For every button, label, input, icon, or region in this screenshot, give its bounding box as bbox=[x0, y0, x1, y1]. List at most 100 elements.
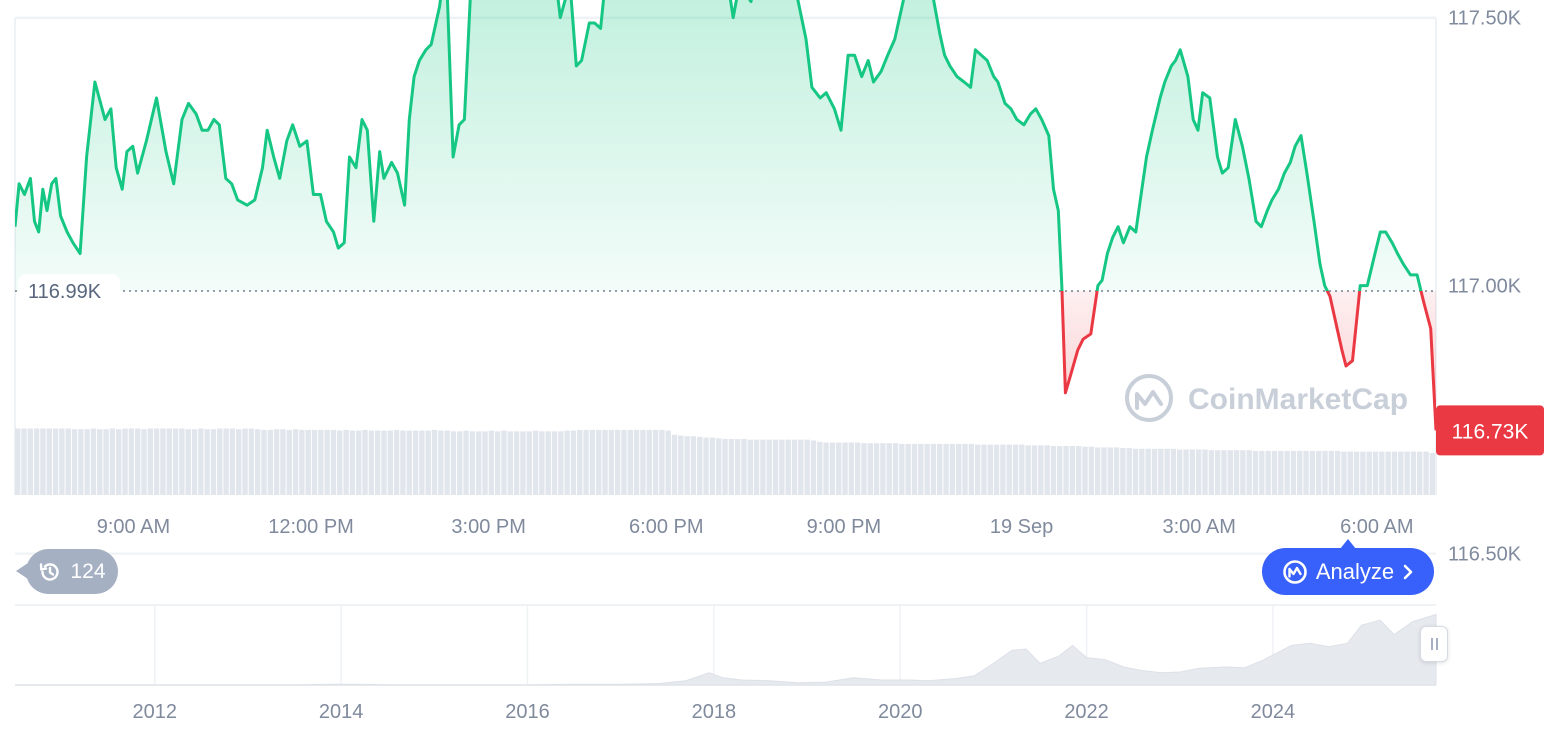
volume-bar bbox=[292, 429, 299, 495]
history-clock-icon bbox=[38, 560, 62, 584]
volume-bar bbox=[899, 443, 905, 495]
volume-bar bbox=[299, 429, 305, 495]
volume-bar bbox=[191, 429, 198, 495]
volume-bar bbox=[78, 429, 84, 495]
volume-bar bbox=[387, 430, 393, 495]
range-drag-handle[interactable] bbox=[1420, 626, 1448, 662]
volume-bar bbox=[1240, 450, 1246, 495]
volume-bar bbox=[949, 443, 956, 495]
volume-bar bbox=[791, 439, 798, 495]
volume-bar bbox=[614, 429, 621, 495]
volume-bar bbox=[1316, 450, 1322, 495]
overview-navigator[interactable]: 2012 2014 2016 2018 2020 2022 2024 bbox=[15, 604, 1437, 723]
overview-tick-label: 2020 bbox=[878, 701, 923, 723]
volume-bar bbox=[987, 444, 993, 495]
volume-bar bbox=[311, 429, 318, 495]
volume-bar bbox=[1076, 446, 1082, 495]
volume-bar bbox=[1151, 448, 1158, 495]
volume-bar bbox=[962, 443, 968, 495]
volume-bar bbox=[836, 442, 842, 495]
volume-bar bbox=[1233, 450, 1240, 495]
volume-bar bbox=[570, 430, 577, 495]
volume-bar bbox=[400, 430, 406, 495]
volume-bar bbox=[873, 443, 880, 495]
volume-bar bbox=[1265, 450, 1271, 495]
history-button[interactable]: 124 bbox=[16, 549, 118, 594]
volume-bar bbox=[1290, 450, 1297, 495]
volume-bar bbox=[734, 439, 741, 495]
volume-bar bbox=[1303, 450, 1309, 495]
volume-bar bbox=[254, 429, 261, 495]
volume-bar bbox=[349, 430, 356, 495]
x-tick-label: 6:00 AM bbox=[1340, 516, 1413, 538]
volume-bar bbox=[1391, 451, 1398, 495]
volume-bar bbox=[1189, 449, 1196, 495]
volume-bar bbox=[273, 429, 280, 495]
volume-bar bbox=[469, 431, 476, 495]
volume-bar bbox=[109, 428, 116, 495]
volume-bar bbox=[362, 429, 368, 495]
volume-bar bbox=[1278, 450, 1284, 495]
volume-bar bbox=[652, 429, 659, 495]
volume-bar bbox=[52, 428, 59, 495]
volume-bar bbox=[1328, 450, 1335, 495]
svg-text:CoinMarketCap: CoinMarketCap bbox=[1188, 383, 1408, 416]
current-price-badge: 116.73K bbox=[1436, 405, 1544, 456]
volume-bar bbox=[640, 429, 646, 495]
volume-bar bbox=[627, 429, 633, 495]
volume-bar bbox=[1145, 448, 1151, 495]
volume-bar bbox=[671, 434, 678, 495]
volume-bar bbox=[185, 429, 191, 495]
volume-bar bbox=[993, 444, 1000, 495]
volume-bar bbox=[46, 428, 52, 495]
volume-bar bbox=[956, 443, 962, 495]
volume-bar bbox=[539, 431, 545, 495]
volume-bar bbox=[476, 431, 482, 495]
price-line bbox=[15, 0, 1436, 431]
volume-bar bbox=[1309, 450, 1316, 495]
volume-bar bbox=[122, 428, 128, 495]
volume-bar bbox=[716, 438, 722, 495]
volume-bar bbox=[1126, 448, 1132, 495]
volume-bar bbox=[842, 442, 848, 495]
volume-bar bbox=[1069, 446, 1076, 495]
y-tick-label: 116.50K bbox=[1448, 544, 1522, 566]
volume-bar bbox=[697, 436, 703, 495]
volume-bar bbox=[242, 428, 248, 495]
volume-bar bbox=[1170, 448, 1177, 495]
analyze-button[interactable]: Analyze bbox=[1262, 539, 1434, 595]
volume-bar bbox=[1284, 450, 1290, 495]
volume-bar bbox=[558, 431, 564, 495]
volume-bar bbox=[1031, 445, 1038, 495]
volume-bar bbox=[526, 431, 532, 495]
volume-bar bbox=[343, 429, 349, 495]
volume-bar bbox=[1025, 445, 1031, 495]
volume-bar bbox=[374, 430, 381, 495]
volume-bar bbox=[1410, 451, 1417, 495]
volume-bar bbox=[918, 443, 924, 495]
volume-bar bbox=[854, 442, 861, 495]
volume-bar bbox=[198, 428, 204, 495]
x-axis: 9:00 AM 12:00 PM 3:00 PM 6:00 PM 9:00 PM 19 S… bbox=[97, 516, 1414, 538]
coinmarketcap-logo-icon bbox=[1125, 374, 1173, 422]
volume-bar bbox=[90, 428, 97, 495]
volume-bar bbox=[981, 444, 987, 495]
volume-bar bbox=[1177, 449, 1183, 495]
volume-bar bbox=[633, 429, 640, 495]
volume-bar bbox=[381, 430, 387, 495]
volume-bar bbox=[1113, 447, 1120, 495]
volume-bar bbox=[438, 430, 444, 495]
y-tick-label: 117.50K bbox=[1448, 8, 1522, 30]
volume-bar bbox=[128, 428, 135, 495]
price-area bbox=[15, 0, 1436, 431]
volume-bar bbox=[166, 428, 172, 495]
volume-bar bbox=[210, 429, 217, 495]
volume-bar bbox=[507, 431, 513, 495]
volume-bar bbox=[1398, 451, 1404, 495]
volume-bar bbox=[179, 428, 185, 495]
overview-tick-label: 2012 bbox=[133, 701, 178, 723]
volume-bar bbox=[728, 439, 735, 495]
volume-bar bbox=[59, 428, 65, 495]
volume-bar bbox=[324, 429, 330, 495]
